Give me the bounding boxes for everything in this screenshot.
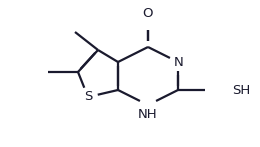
Text: O: O — [143, 7, 153, 20]
Text: SH: SH — [232, 83, 250, 96]
Text: S: S — [84, 91, 92, 103]
Text: N: N — [174, 56, 184, 69]
Text: NH: NH — [138, 108, 158, 121]
